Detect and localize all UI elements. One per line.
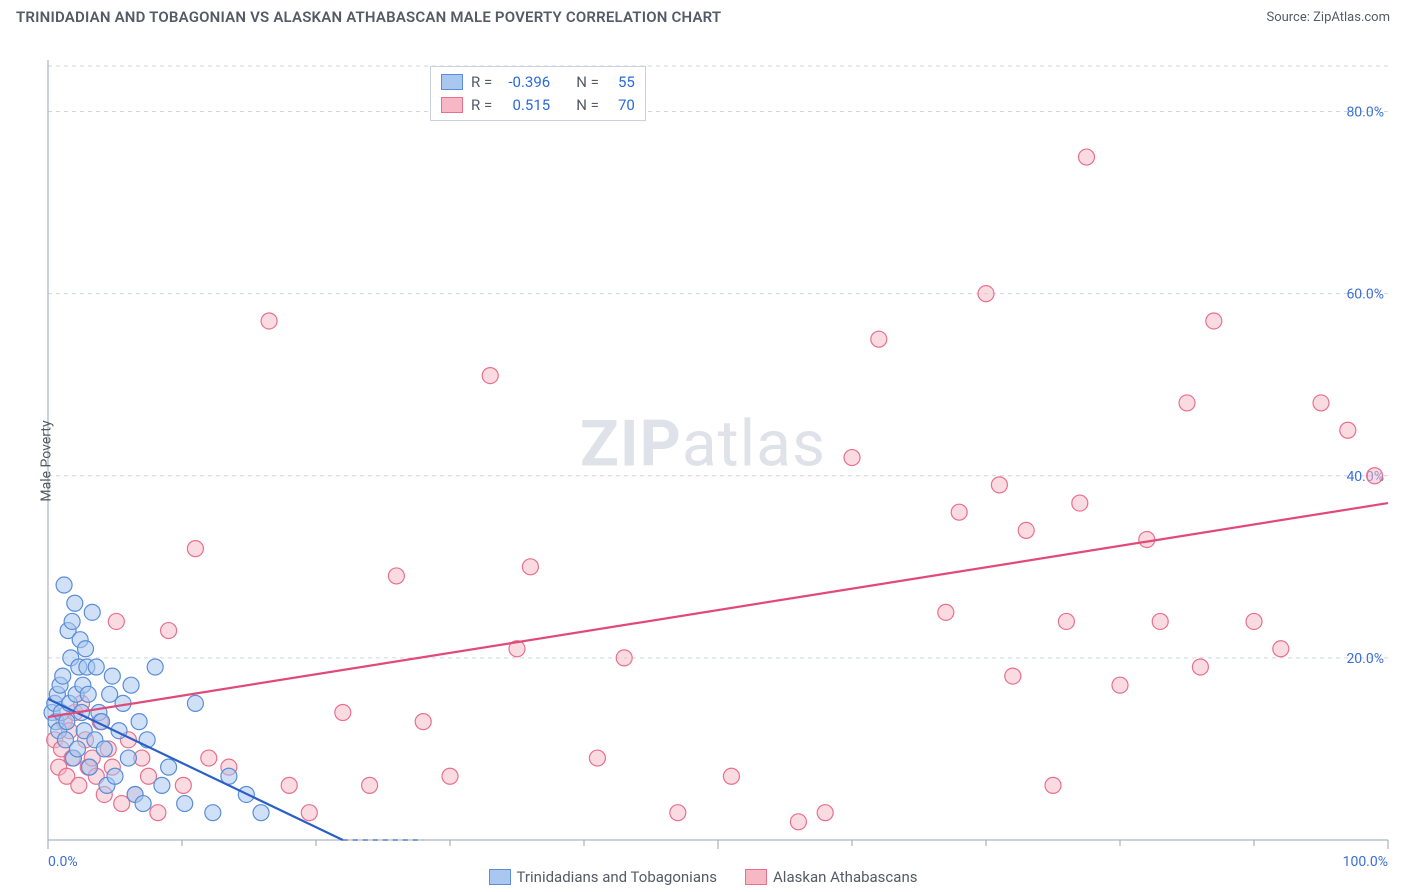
series-swatch (489, 869, 511, 885)
chart-title: TRINIDADIAN AND TOBAGONIAN VS ALASKAN AT… (16, 8, 721, 26)
series-swatch (441, 74, 463, 90)
legend-item: Trinidadians and Tobagonians (489, 868, 717, 886)
series-swatch (441, 97, 463, 113)
chart-area: Male Poverty ZIPatlas 0.0%100.0%20.0%40.… (0, 30, 1406, 892)
scatter-plot-svg: 0.0%100.0%20.0%40.0%60.0%80.0% (0, 30, 1406, 892)
correlation-stats-box: R =-0.396N =55R =0.515N =70 (430, 66, 646, 121)
stats-row: R =0.515N =70 (441, 94, 635, 117)
legend-label: Alaskan Athabascans (773, 868, 917, 886)
legend-label: Trinidadians and Tobagonians (517, 868, 717, 886)
svg-text:80.0%: 80.0% (1346, 105, 1384, 121)
svg-text:20.0%: 20.0% (1346, 651, 1384, 667)
legend-item: Alaskan Athabascans (745, 868, 917, 886)
series-swatch (745, 869, 767, 885)
source-attribution: Source: ZipAtlas.com (1266, 10, 1390, 25)
svg-text:60.0%: 60.0% (1346, 287, 1384, 303)
y-axis-label: Male Poverty (39, 420, 55, 501)
bottom-legend: Trinidadians and Tobagonians Alaskan Atha… (0, 868, 1406, 886)
stats-row: R =-0.396N =55 (441, 71, 635, 94)
